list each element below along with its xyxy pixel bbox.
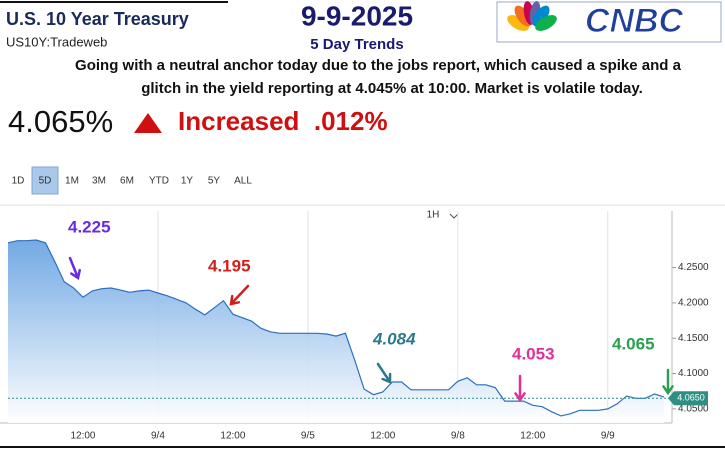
y-tick-label: 4.1000 [678,368,709,379]
range-button[interactable]: 1M [65,176,79,187]
annotation: 4.225 [68,217,111,236]
annotation: 4.084 [372,329,416,348]
range-button[interactable]: 5Y [208,176,221,187]
x-tick-label: 12:00 [520,431,545,442]
range-button[interactable]: 5D [39,176,52,187]
x-tick-label: 9/4 [151,431,165,442]
range-button[interactable]: YTD [149,176,169,187]
line [7,239,665,417]
x-tick-label: 9/5 [301,431,315,442]
y-tick-label: 4.2000 [678,298,709,309]
x-tick-label: 12:00 [370,431,395,442]
change: Increased .012% [178,106,388,136]
chart: 1D 5D 1M 3M 6M YTD 1Y 5Y ALL 1H 12:00 9/4 12:00 9/5 12… [0,166,725,442]
annotation: 4.195 [208,256,251,275]
range-button-selected [31,166,59,195]
arrow [376,362,392,384]
range-button[interactable]: 1D [12,176,25,187]
symbol: US10Y:Tradeweb [6,34,107,49]
subtitle: 5 Day Trends [310,36,403,53]
arrow [662,368,674,396]
y-tick-label: 4.0500 [678,404,709,415]
up-triangle [134,113,162,133]
x-tick-label: 9/9 [601,431,615,442]
interval-caret [449,213,459,219]
interval[interactable]: 1H [427,210,440,221]
peacock [507,1,557,31]
x-tick-label: 12:00 [70,431,95,442]
y-tick-label: 4.1500 [678,333,709,344]
range-button[interactable]: 3M [92,176,106,187]
range-button[interactable]: ALL [234,176,252,187]
arrow [514,374,526,403]
last-value-label: 4.0650 [677,393,705,403]
area-fill [8,240,664,423]
date: 9-9-2025 [301,0,413,31]
arrow [68,256,81,281]
annotation: 4.053 [512,344,555,363]
annotation: 4.065 [612,334,655,353]
logo: CNBC [496,1,722,43]
x-tick-label: 12:00 [220,431,245,442]
logo-text: CNBC [585,2,684,40]
description-line: glitch in the yield reporting at 4.045% … [141,80,643,97]
arrow [229,284,250,306]
x-tick-label: 9/8 [451,431,465,442]
description-line: Going with a neutral anchor today due to… [75,57,682,74]
y-tick-label: 4.2500 [678,262,709,273]
title: U.S. 10 Year Treasury [6,9,189,29]
range-button[interactable]: 1Y [181,176,194,187]
price: 4.065% [8,104,113,139]
last-value-tag [668,391,708,406]
range-button[interactable]: 6M [120,176,134,187]
